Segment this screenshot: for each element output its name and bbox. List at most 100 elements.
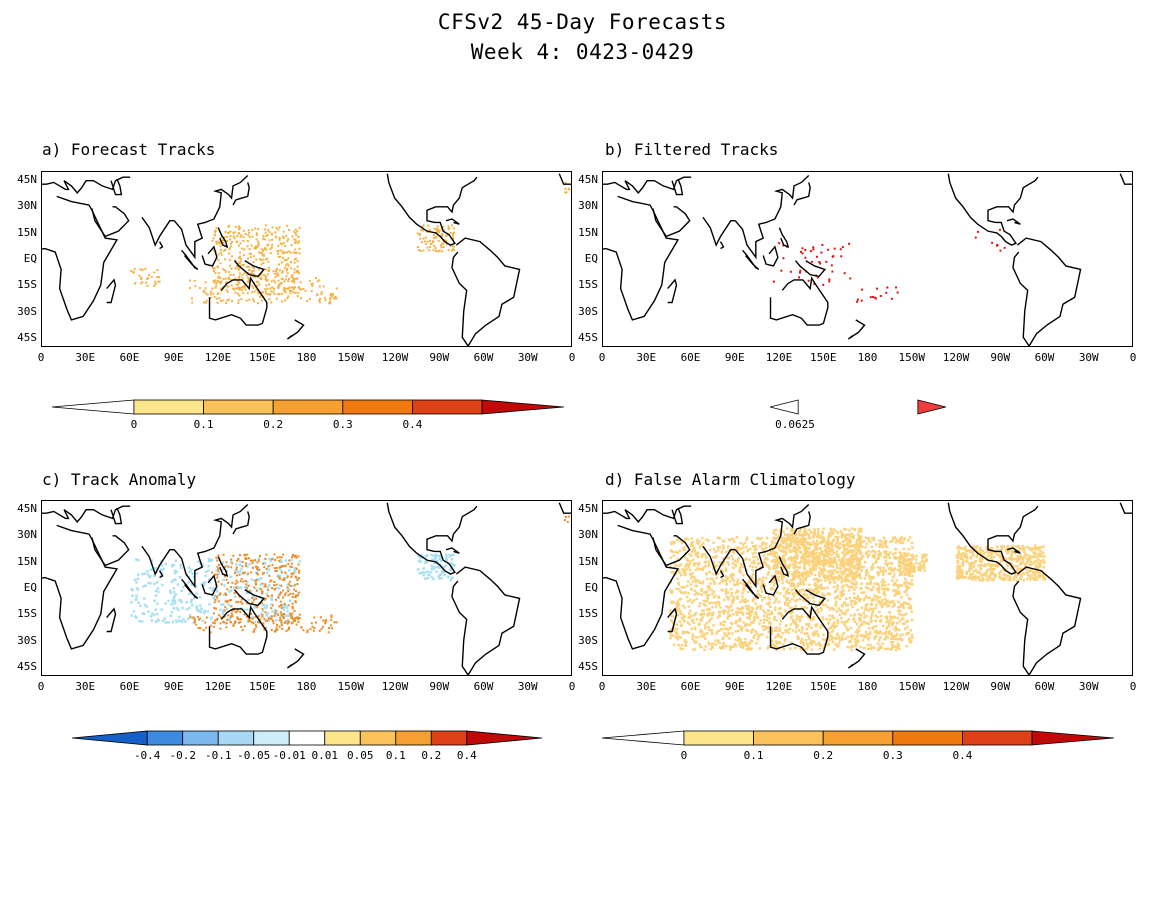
- track-dot: [1009, 578, 1012, 581]
- track-dot: [805, 576, 808, 579]
- track-dot: [234, 569, 237, 573]
- track-dot: [871, 537, 874, 541]
- track-dot: [846, 541, 849, 545]
- track-dot: [324, 619, 327, 622]
- track-dot: [835, 564, 839, 567]
- track-dot: [156, 269, 159, 272]
- track-dot: [767, 564, 770, 568]
- track-dot: [817, 642, 821, 646]
- track-dot: [834, 602, 837, 606]
- track-dot: [283, 577, 286, 580]
- track-dot: [282, 237, 285, 240]
- track-dot: [269, 580, 272, 583]
- track-dot: [878, 595, 882, 599]
- track-dot: [424, 236, 427, 239]
- track-dot: [723, 632, 726, 635]
- track-dot: [707, 620, 711, 623]
- track-dot: [692, 575, 696, 579]
- track-dot: [226, 299, 229, 302]
- track-dot: [289, 612, 292, 615]
- track-dot: [669, 611, 672, 615]
- track-dot: [800, 606, 803, 609]
- track-dot: [448, 555, 452, 558]
- track-dot: [736, 595, 739, 598]
- track-dot: [852, 575, 856, 578]
- track-dot: [826, 540, 829, 543]
- track-dot: [718, 646, 722, 649]
- track-dot: [728, 580, 732, 583]
- track-dot: [719, 606, 722, 609]
- track-dot: [823, 587, 826, 590]
- track-dot: [221, 239, 224, 242]
- track-dot: [684, 631, 687, 634]
- track-dot: [830, 530, 833, 533]
- track-dot: [216, 292, 219, 295]
- track-dot: [762, 548, 766, 552]
- track-dot: [279, 242, 282, 245]
- track-dot: [741, 611, 744, 614]
- track-dot: [168, 589, 172, 593]
- track-dot: [893, 555, 897, 559]
- track-dot: [287, 257, 290, 260]
- track-dot: [331, 295, 334, 298]
- track-dot: [766, 609, 770, 612]
- track-dot: [701, 536, 704, 540]
- coastline: [158, 241, 164, 250]
- track-dot: [229, 235, 232, 238]
- track-dot: [236, 609, 239, 612]
- track-dot: [901, 633, 904, 636]
- track-dot: [804, 552, 807, 556]
- track-dot: [841, 560, 845, 564]
- track-dot: [859, 540, 862, 544]
- track-dot: [310, 290, 313, 293]
- track-dot: [237, 301, 240, 304]
- track-dot: [250, 578, 253, 581]
- track-dot: [758, 545, 762, 548]
- track-dot: [765, 618, 769, 622]
- track-dot: [295, 269, 298, 272]
- track-dot: [1010, 562, 1013, 566]
- track-dot: [293, 281, 296, 284]
- track-dot: [990, 547, 994, 550]
- track-dot: [842, 584, 845, 587]
- track-dot: [768, 601, 771, 604]
- track-dot: [1034, 544, 1037, 547]
- track-dot: [753, 612, 757, 616]
- track-dot: [688, 572, 692, 576]
- track-dot: [827, 632, 831, 635]
- track-dot: [1018, 567, 1022, 571]
- track-dot: [781, 576, 785, 579]
- track-dot: [998, 575, 1001, 579]
- track-dot: [786, 602, 790, 605]
- track-dot: [247, 234, 250, 237]
- track-dot: [908, 639, 911, 642]
- track-dot: [253, 606, 256, 609]
- track-dot: [279, 616, 282, 619]
- track-dot: [284, 299, 287, 302]
- track-dot: [841, 578, 844, 582]
- track-dot: [292, 572, 295, 575]
- track-dot: [991, 578, 994, 582]
- track-dot: [278, 587, 281, 590]
- track-dot: [278, 236, 281, 239]
- track-dot: [1021, 556, 1025, 559]
- track-dot: [691, 544, 695, 547]
- track-dot: [274, 558, 277, 561]
- track-dot: [961, 552, 965, 555]
- track-dot: [804, 638, 808, 642]
- track-dot: [263, 617, 266, 620]
- track-dot: [901, 622, 905, 626]
- track-dot: [782, 550, 786, 554]
- track-dot: [894, 593, 898, 596]
- track-dot: [867, 609, 870, 612]
- track-dot: [429, 229, 432, 232]
- track-dot: [854, 581, 858, 584]
- track-dot: [418, 571, 421, 575]
- track-dot: [692, 621, 696, 624]
- track-dot: [675, 564, 679, 568]
- track-dot: [246, 620, 250, 624]
- track-dot: [245, 265, 248, 268]
- track-dot: [854, 582, 858, 586]
- track-dot: [167, 599, 170, 603]
- track-dot: [851, 586, 854, 589]
